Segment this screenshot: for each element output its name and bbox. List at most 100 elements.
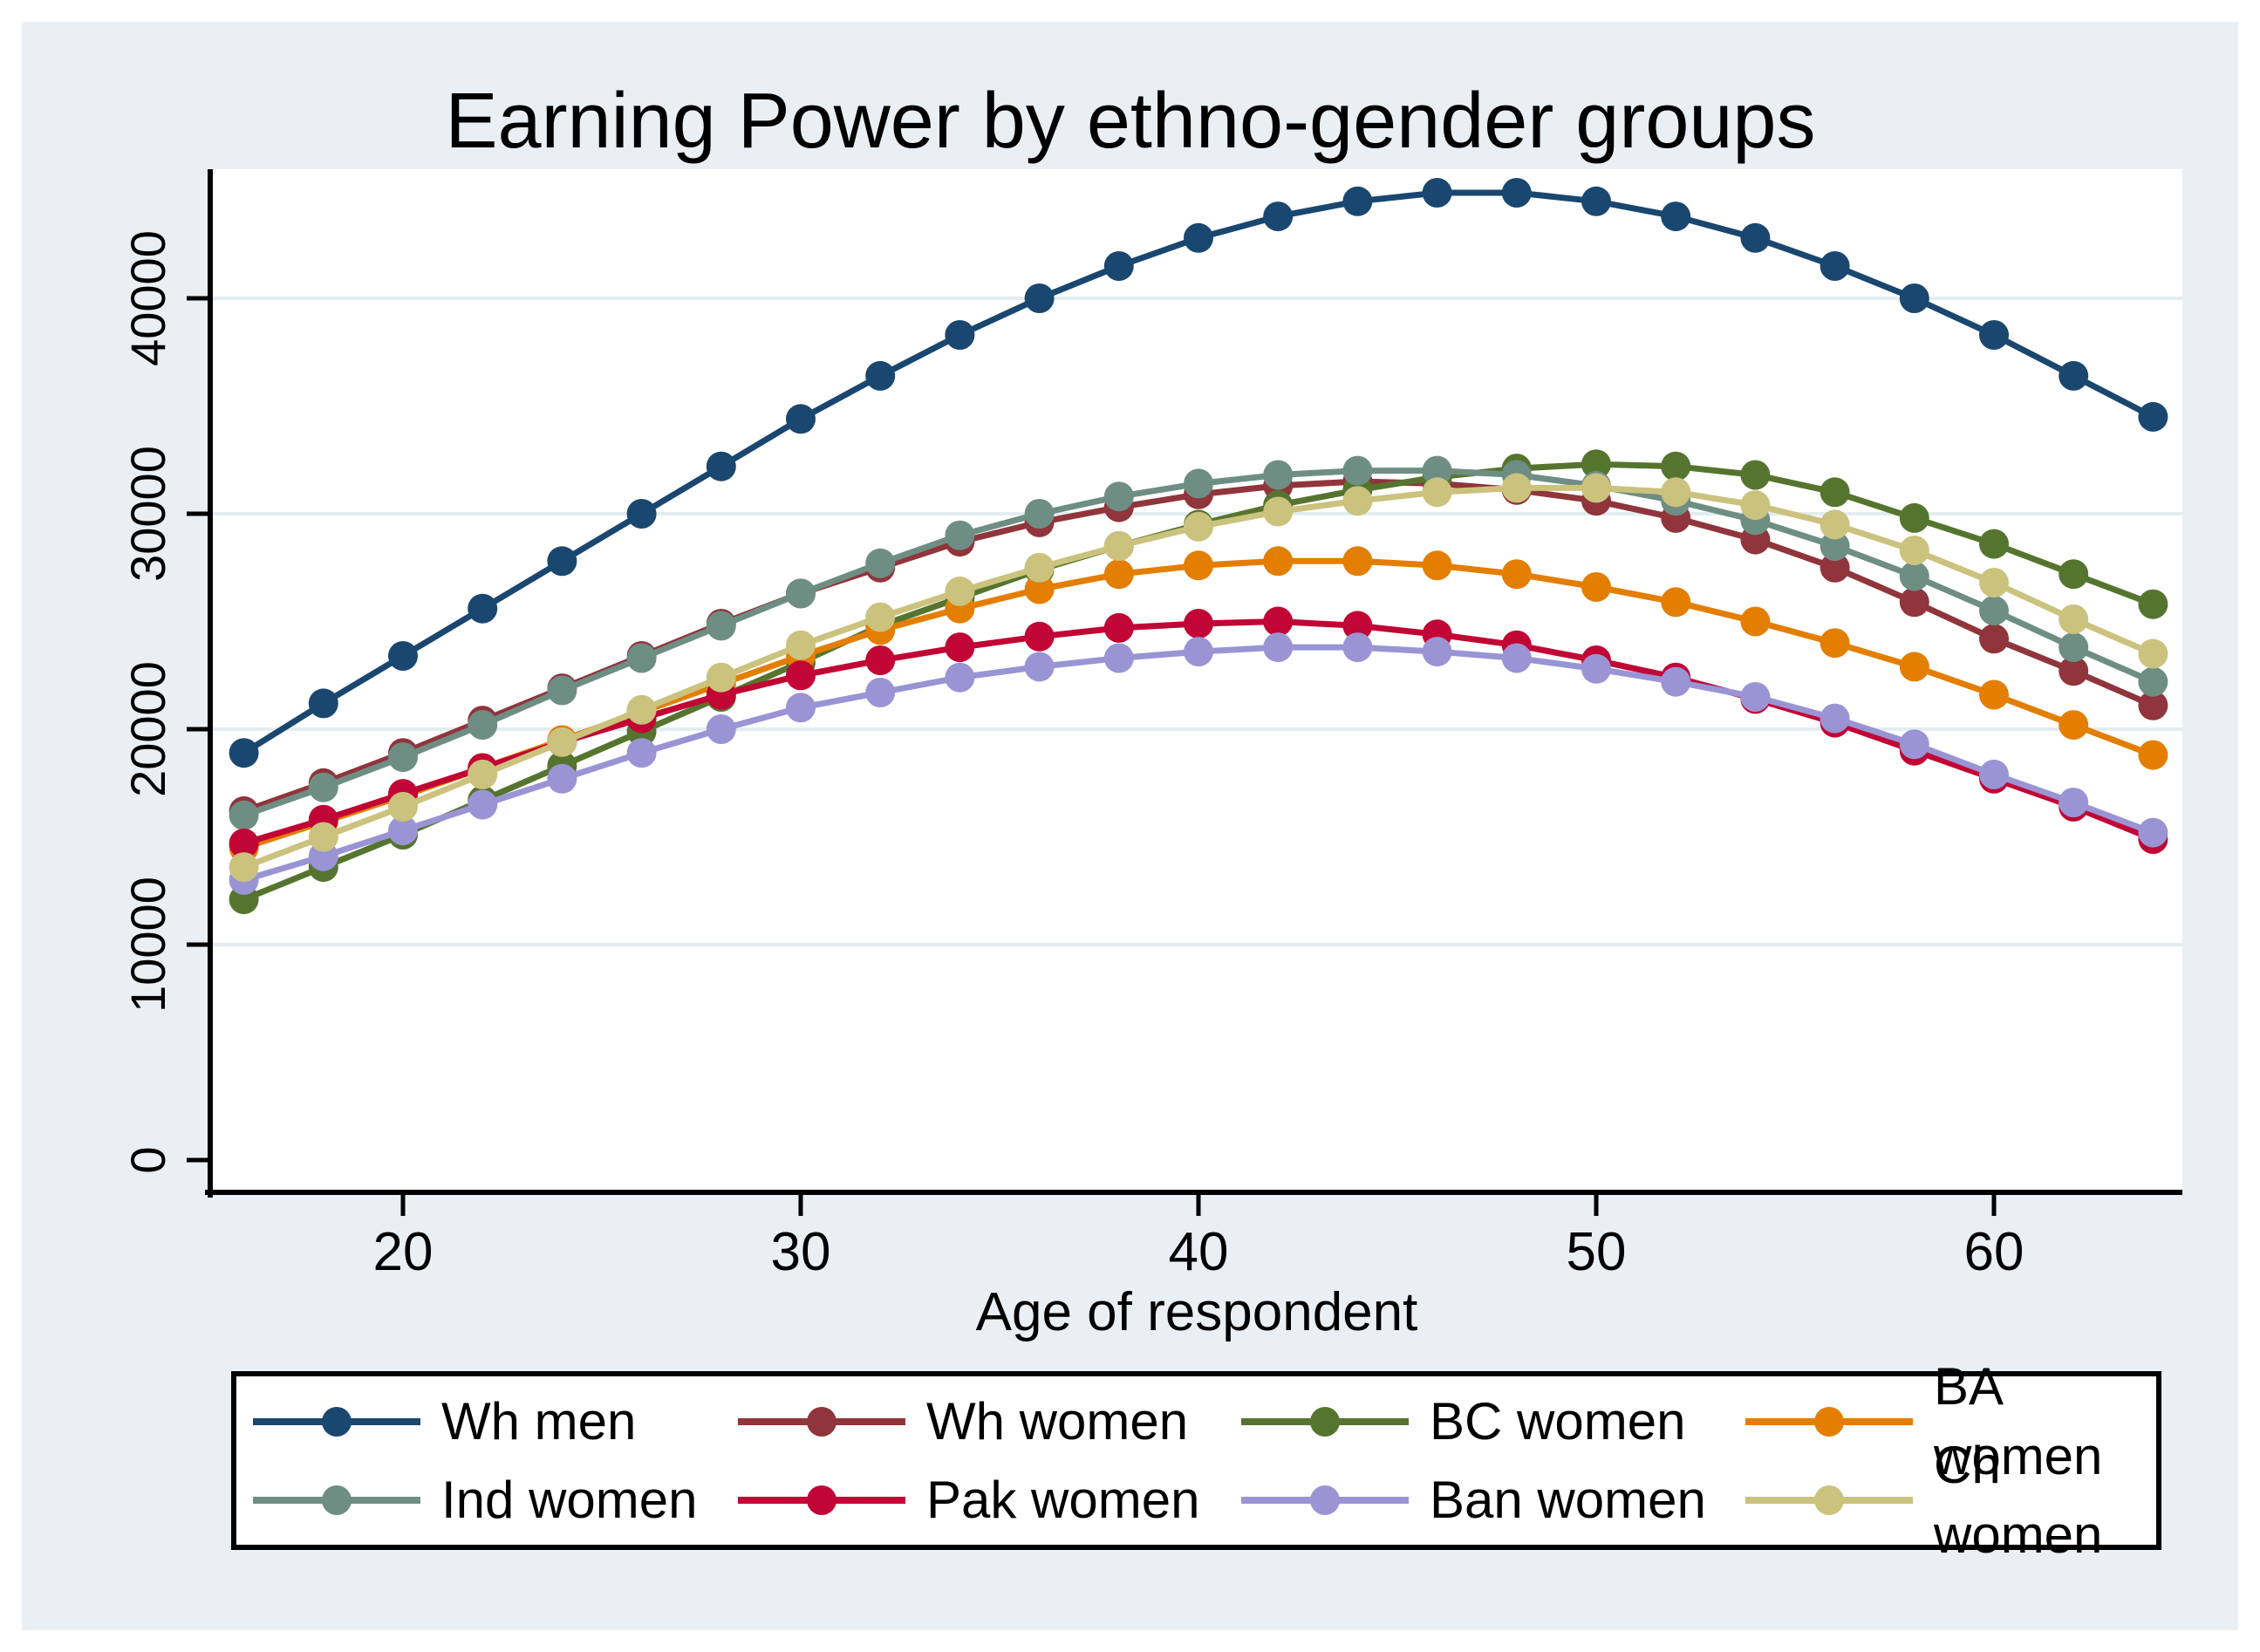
pak-women-line-marker-icon (738, 1465, 905, 1535)
legend-label: Wh men (441, 1392, 637, 1451)
series-ban-women-marker (1979, 759, 2009, 789)
series-wh-men-marker (1422, 178, 1452, 208)
series-ind-women-marker (1820, 531, 1850, 561)
x-tick-mark (798, 1195, 803, 1216)
series-ind-women-marker (865, 548, 896, 578)
series-ba-women-marker (1899, 652, 1929, 682)
series-ch-women-marker (547, 727, 577, 757)
series-wh-men-marker (547, 546, 577, 577)
series-ind-women-marker (626, 643, 657, 673)
y-tick-mark (187, 727, 208, 732)
x-axis-line (205, 1190, 2182, 1195)
series-ban-women-marker (2138, 817, 2168, 848)
series-wh-men-marker (1184, 222, 1213, 253)
series-wh-men-marker (1581, 186, 1611, 216)
series-ch-women-marker (1422, 477, 1452, 508)
series-ch-women-marker (1342, 486, 1373, 516)
series-wh-men-marker (1263, 201, 1294, 232)
series-ban-women-marker (1899, 729, 1929, 760)
legend-item-ban-women: Ban women (1241, 1465, 1706, 1535)
series-wh-men-marker (1899, 283, 1929, 313)
series-ba-women-marker (1501, 559, 1532, 590)
series-wh-men-marker (2138, 401, 2168, 432)
series-bc-women-marker (1820, 477, 1850, 508)
y-tick-mark (187, 511, 208, 516)
series-ch-women-marker (1103, 531, 1134, 561)
series-ban-women-marker (1661, 666, 1691, 697)
series-ch-women-marker (865, 602, 896, 632)
ind-women-line-marker-icon (253, 1465, 420, 1535)
series-ch-women-marker (1740, 490, 1771, 521)
series-pak-women-marker (1263, 606, 1294, 637)
legend-item-ind-women: Ind women (253, 1465, 698, 1535)
series-ban-women-marker (1820, 703, 1850, 734)
wh-women-line-marker-icon (738, 1387, 905, 1457)
x-tick-mark (400, 1195, 406, 1216)
series-ind-women-marker (229, 800, 259, 830)
series-ind-women-marker (1103, 481, 1134, 512)
series-ba-women-marker (1263, 546, 1294, 577)
series-wh-men-marker (1740, 222, 1771, 253)
legend-item-ba-women: BA women (1745, 1357, 2156, 1485)
series-wh-men-marker (945, 320, 975, 350)
series-ba-women-marker (1103, 559, 1134, 590)
plot-region (210, 169, 2182, 1192)
x-tick-label-60: 60 (1963, 1222, 2024, 1282)
series-ban-women-marker (388, 816, 418, 846)
series-pak-women-marker (1024, 621, 1055, 652)
series-wh-men-marker (308, 688, 338, 719)
series-pak-women-marker (229, 828, 259, 858)
series-ba-women-marker (1024, 574, 1055, 604)
series-ch-women-marker (945, 576, 975, 606)
series-ind-women-marker (2138, 666, 2168, 697)
series-wh-women-marker (1899, 587, 1929, 618)
series-ind-women-marker (1342, 455, 1373, 486)
series-ba-women-marker (1342, 546, 1373, 577)
series-wh-women-marker (2059, 656, 2089, 686)
x-tick-label-20: 20 (372, 1222, 434, 1282)
series-wh-men-marker (1979, 320, 2009, 350)
series-wh-men (229, 178, 2168, 768)
x-tick-mark (1991, 1195, 1997, 1216)
series-ban-women-marker (468, 789, 498, 820)
series-ban-women-marker (786, 693, 816, 723)
series-ch-women-marker (626, 694, 657, 725)
legend-item-wh-women: Wh women (738, 1387, 1188, 1457)
series-ban-women-marker (1263, 632, 1294, 663)
series-ba-women-marker (1184, 550, 1213, 581)
series-ch-women-marker (1899, 536, 1929, 565)
legend-label: Wh women (926, 1392, 1189, 1451)
series-pak-women-marker (1184, 609, 1213, 638)
series-wh-men-marker (1661, 201, 1691, 232)
series-ind-women-marker (1024, 499, 1055, 529)
series-ban-women-marker (1740, 682, 1771, 712)
series-wh-men-marker (865, 360, 896, 391)
series-ind-women-marker (1184, 468, 1213, 499)
series-wh-men-marker (388, 641, 418, 671)
legend-box: Wh men Wh women BC women BA women Ind wo… (231, 1357, 2161, 1564)
series-bc-women-marker (1661, 451, 1691, 481)
gridline (210, 297, 2182, 300)
y-tick-label-0: 0 (120, 1146, 175, 1174)
series-ind-women-marker (2059, 632, 2089, 663)
bc-women-line-marker-icon (1241, 1387, 1409, 1457)
series-ba-women-marker (1979, 679, 2009, 710)
series-pak-women-marker (865, 645, 896, 675)
series-ch-women (229, 473, 2168, 883)
series-ch-women-marker (1024, 552, 1055, 583)
series-ch-women-marker (1820, 509, 1850, 540)
series-bc-women-marker (1979, 529, 2009, 559)
series-ind-women-marker (1263, 460, 1294, 490)
series-pak-women-marker (945, 632, 975, 663)
series-wh-men-marker (1820, 251, 1850, 281)
gridline (210, 943, 2182, 946)
series-ban-women-marker (945, 662, 975, 693)
series-bc-women-marker (1740, 460, 1771, 490)
series-ch-women-marker (468, 759, 498, 789)
legend-item-pak-women: Pak women (738, 1465, 1199, 1535)
legend-item-ch-women: Ch women (1745, 1436, 2156, 1564)
series-wh-men-marker (786, 404, 816, 434)
series-ban-women-marker (865, 678, 896, 707)
